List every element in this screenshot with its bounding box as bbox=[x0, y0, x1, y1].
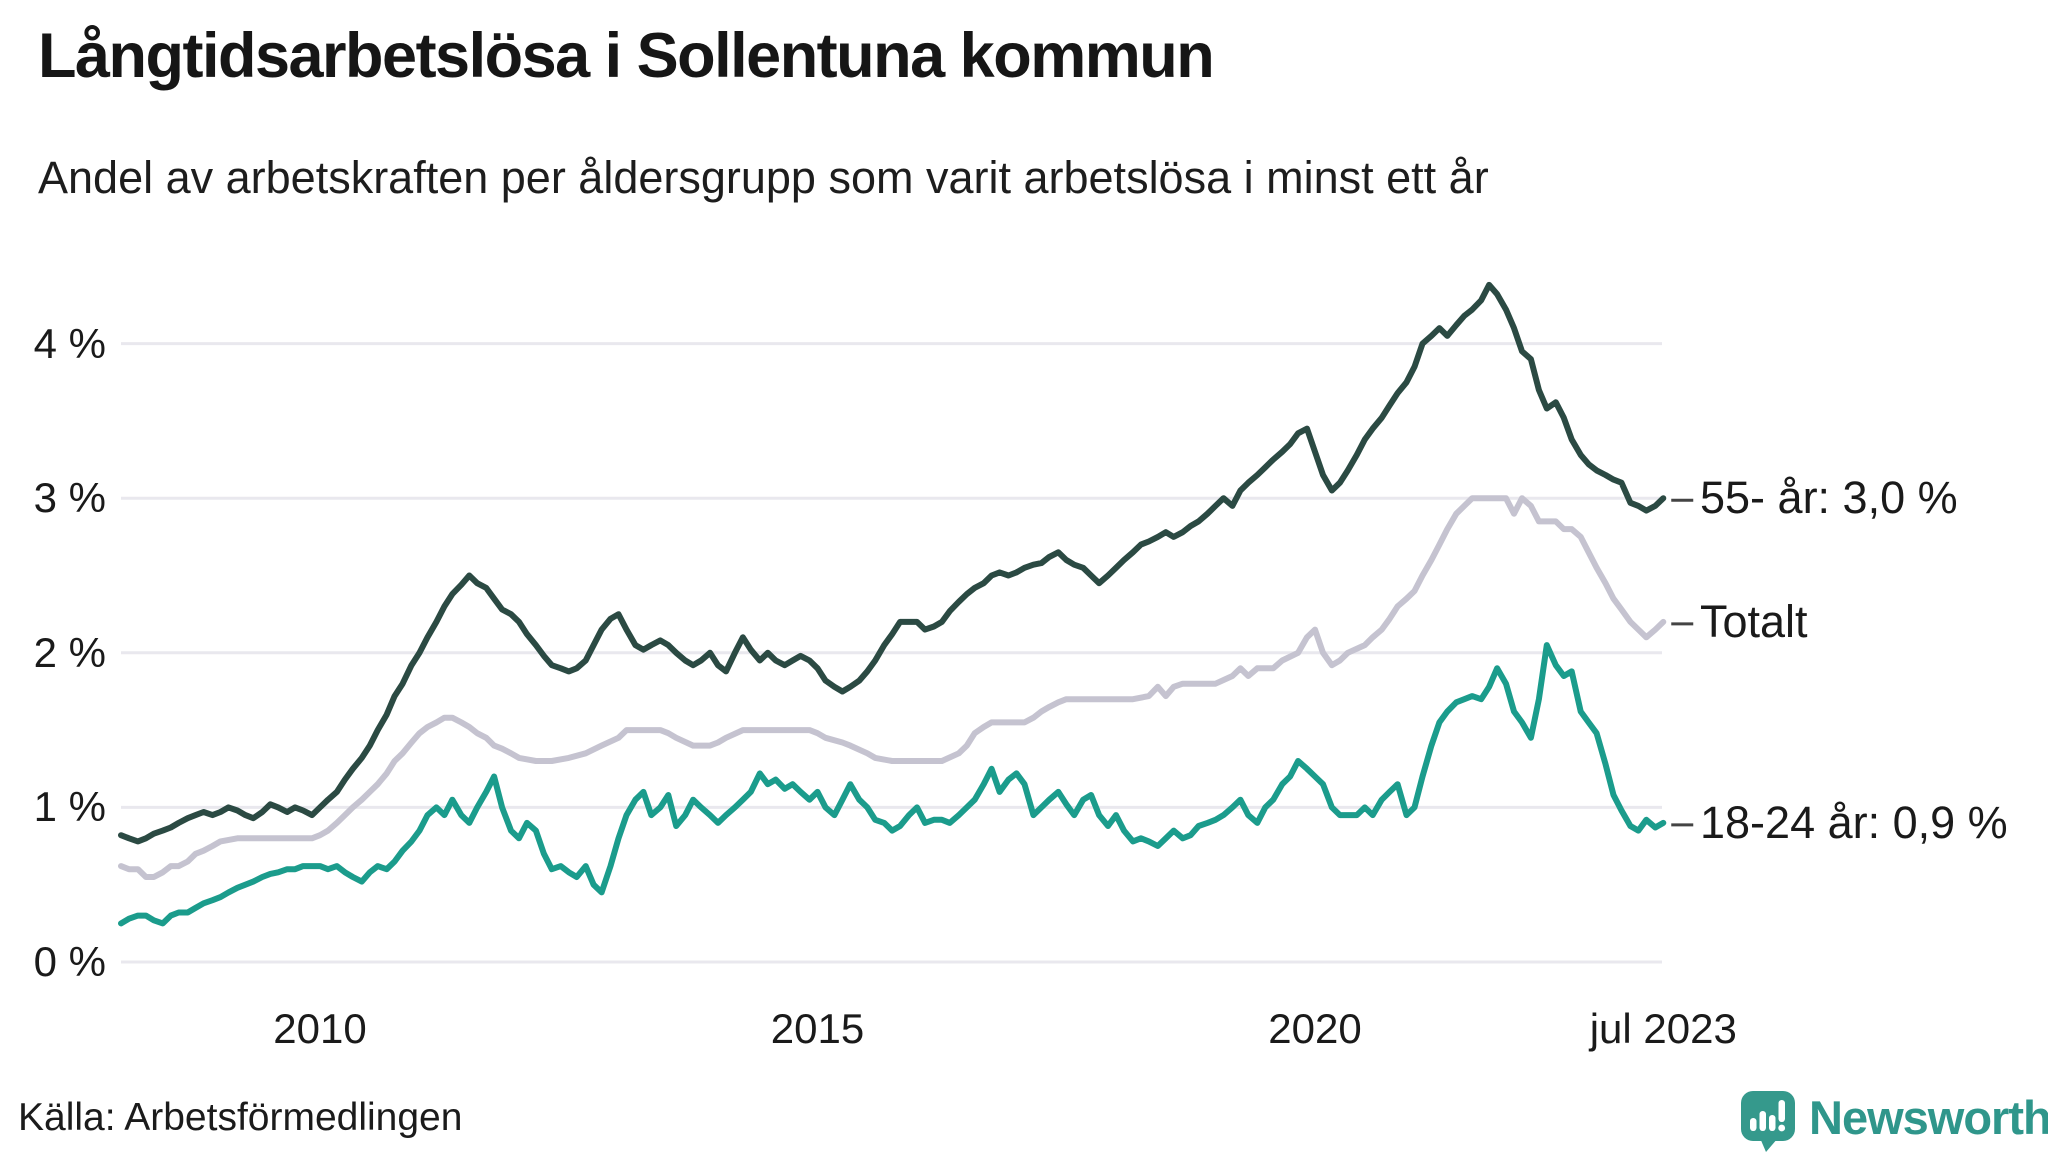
y-axis-tick-0: 0 % bbox=[33, 938, 106, 985]
newsworthy-logo: Newsworthy bbox=[1740, 1090, 2048, 1152]
y-axis-tick-2: 2 % bbox=[33, 628, 106, 676]
series-label-18-24-ar: 18-24 år: 0,9 % bbox=[1700, 796, 2008, 848]
series-label-totalt: Totalt bbox=[1700, 595, 1808, 647]
x-axis-tick-2015: 2015 bbox=[770, 1005, 865, 1052]
source-note: Källa: Arbetsförmedlingen bbox=[18, 1096, 463, 1139]
page-title: Långtidsarbetslösa i Sollentuna kommun bbox=[38, 21, 1215, 91]
y-axis-tick-3: 3 % bbox=[33, 474, 106, 522]
newsworthy-bubble-chart-icon bbox=[1741, 1091, 1795, 1152]
x-axis-tick-2020: 2020 bbox=[1268, 1005, 1362, 1052]
series-label-55-ar: 55- år: 3,0 % bbox=[1700, 472, 1958, 524]
newsworthy-wordmark: Newsworthy bbox=[1809, 1091, 2048, 1144]
y-axis-tick-4: 4 % bbox=[33, 319, 106, 367]
x-axis-tick-2010: 2010 bbox=[273, 1005, 367, 1052]
x-axis-tick-jul-2023: jul 2023 bbox=[1589, 1005, 1737, 1052]
page-subtitle: Andel av arbetskraften per åldersgrupp s… bbox=[38, 152, 1489, 203]
y-axis-tick-1: 1 % bbox=[33, 783, 106, 831]
